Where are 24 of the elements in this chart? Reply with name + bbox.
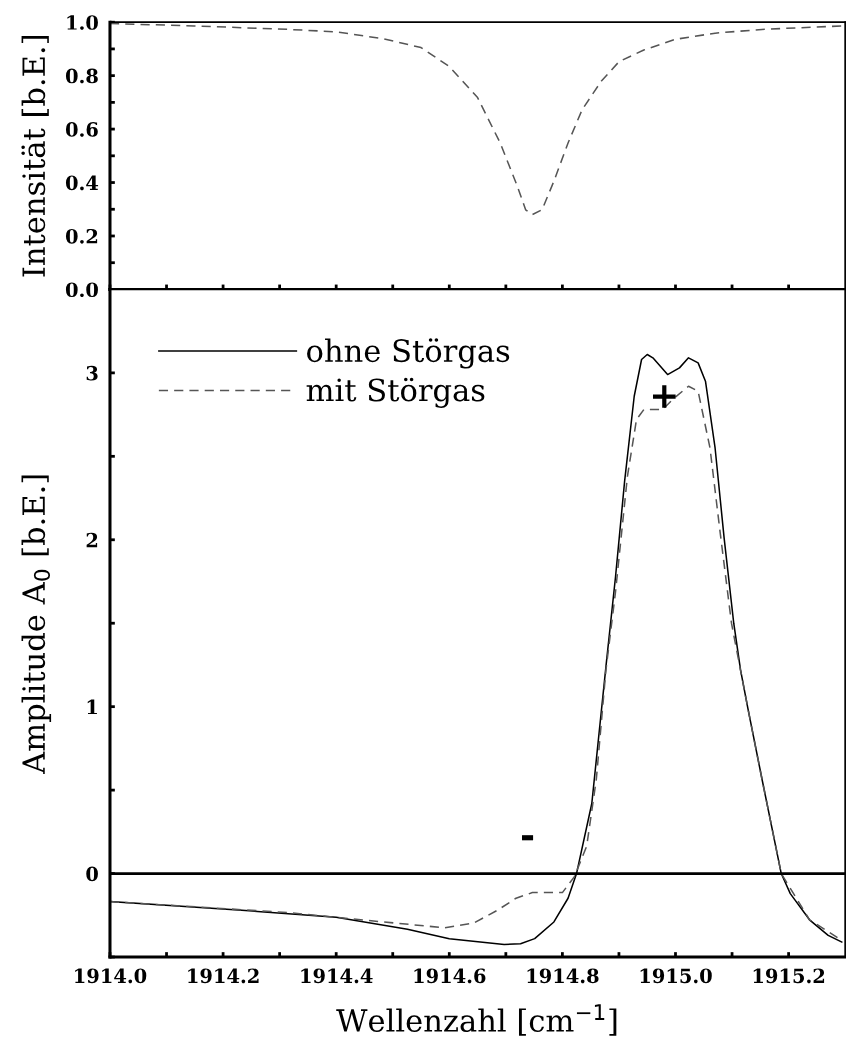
y-tick-label: 2 [86,532,98,548]
x-tick-label: 1915.2 [753,968,825,984]
x-tick-label: 1914.2 [188,968,259,984]
x-tick-label: 1914.0 [75,968,147,984]
x-tick-label: 1915.0 [640,968,712,984]
y-tick-label: 0.4 [65,175,99,191]
annotation: - [522,835,534,841]
y-tick-label: 0.6 [65,122,98,137]
y-tick-label: 0 [86,866,98,882]
x-tick-label: 1914.4 [301,968,373,984]
y-tick-label: 3 [86,365,98,381]
legend-label: mit Störgas [306,377,485,408]
annotation: + [653,385,676,408]
y-tick-label: 0.8 [65,68,98,84]
x-tick-label: 1914.8 [527,968,599,984]
y-tick-label: 0.2 [65,228,98,244]
y-tick-label: 1.0 [67,15,98,30]
y-tick-label: 1 [87,699,97,715]
legend-label: ohne Störgas [307,338,510,369]
x-axis-title: Wellenzahl [cm$^{−1}$] [336,1004,617,1036]
y-axis-title: Amplitude A$_{0}$ [b.E.] [21,475,52,775]
y-axis-title: Intensität [b.E.] [21,36,49,277]
y-tick-label: 0.0 [65,282,98,298]
x-tick-label: 1914.6 [414,968,486,984]
